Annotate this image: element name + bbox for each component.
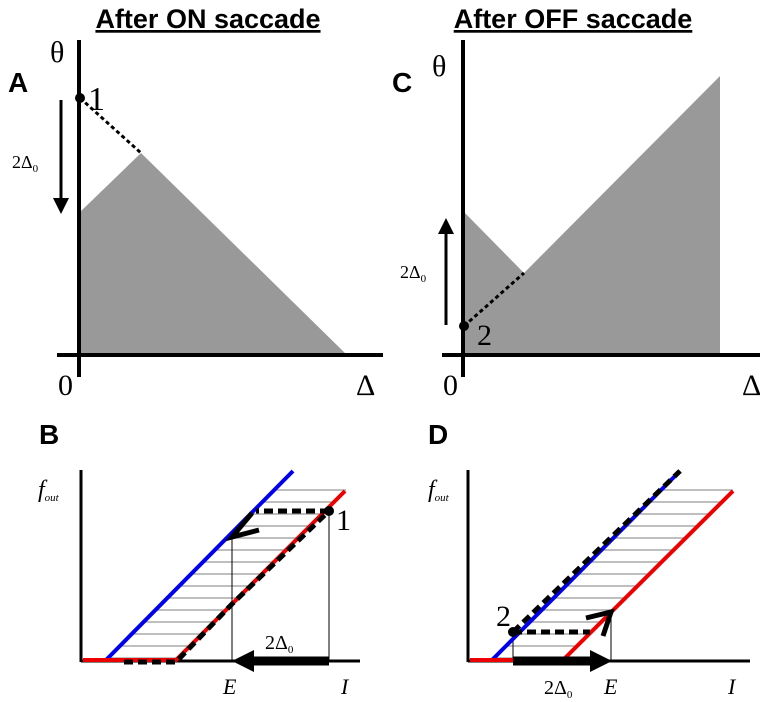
panel-a-delta-label: Δ <box>356 369 375 402</box>
panel-c-origin-label: 0 <box>443 369 458 402</box>
panel-b-blue-curve <box>83 469 295 662</box>
panel-d-label: D <box>428 419 448 450</box>
panel-d: D fout 2 2Δ0 E I <box>428 419 750 701</box>
panel-b-hatch-lines <box>108 489 346 659</box>
panel-a-shift-arrowhead <box>53 198 69 214</box>
panel-d-shift-label: 2Δ0 <box>544 677 573 701</box>
panel-b-i-label: I <box>340 674 350 699</box>
panel-d-dotted-diagonal <box>511 469 682 634</box>
panel-c-theta-label: θ <box>432 50 446 83</box>
panel-a-point-label: 1 <box>88 81 105 118</box>
panel-c-point-2 <box>459 321 469 331</box>
panel-b-fout-label: fout <box>38 477 60 504</box>
panel-b-shift-label: 2Δ0 <box>265 632 294 656</box>
panel-d-e-label: E <box>603 674 618 699</box>
panel-b-point-label: 1 <box>336 504 351 537</box>
panel-b-point-1 <box>324 506 334 516</box>
panel-d-shift-arrowhead <box>590 650 612 672</box>
panel-a-point-1 <box>75 93 85 103</box>
panel-b-e-label: E <box>222 674 237 699</box>
panel-c: C θ 0 Δ 2 2Δ0 <box>392 40 760 402</box>
panel-a-shaded-region <box>80 153 347 355</box>
panel-a-theta-label: θ <box>50 36 64 69</box>
panel-c-shift-label: 2Δ0 <box>400 262 427 285</box>
panel-b-label: B <box>39 419 59 450</box>
panel-b-red-curve <box>83 489 347 662</box>
panel-b: B fout 1 2Δ0 E I <box>38 419 360 699</box>
panel-c-dotted-line <box>463 271 525 328</box>
panel-c-shift-arrowhead <box>438 218 454 234</box>
panel-b-shift-arrowhead <box>232 650 254 672</box>
panel-a-label: A <box>8 67 28 98</box>
panel-a-origin-label: 0 <box>58 369 73 402</box>
header-after-on: After ON saccade <box>95 4 320 34</box>
panel-b-jump-arrowhead <box>225 511 260 542</box>
panel-d-point-label: 2 <box>496 600 511 633</box>
panel-c-delta-label: Δ <box>742 369 760 402</box>
panel-d-point-2 <box>508 627 518 637</box>
panel-d-i-label: I <box>727 674 737 699</box>
header-after-off: After OFF saccade <box>454 4 693 34</box>
panel-c-shaded-region <box>464 76 720 355</box>
panel-b-dotted-path <box>124 509 331 665</box>
panel-c-point-label: 2 <box>477 319 492 352</box>
panel-d-jump-arrowhead <box>585 608 615 637</box>
panel-d-fout-label: fout <box>428 477 450 504</box>
panel-a-shift-label: 2Δ0 <box>12 152 39 175</box>
panel-c-label: C <box>392 67 412 98</box>
panel-a: A θ 0 Δ 1 2Δ0 <box>8 36 383 402</box>
